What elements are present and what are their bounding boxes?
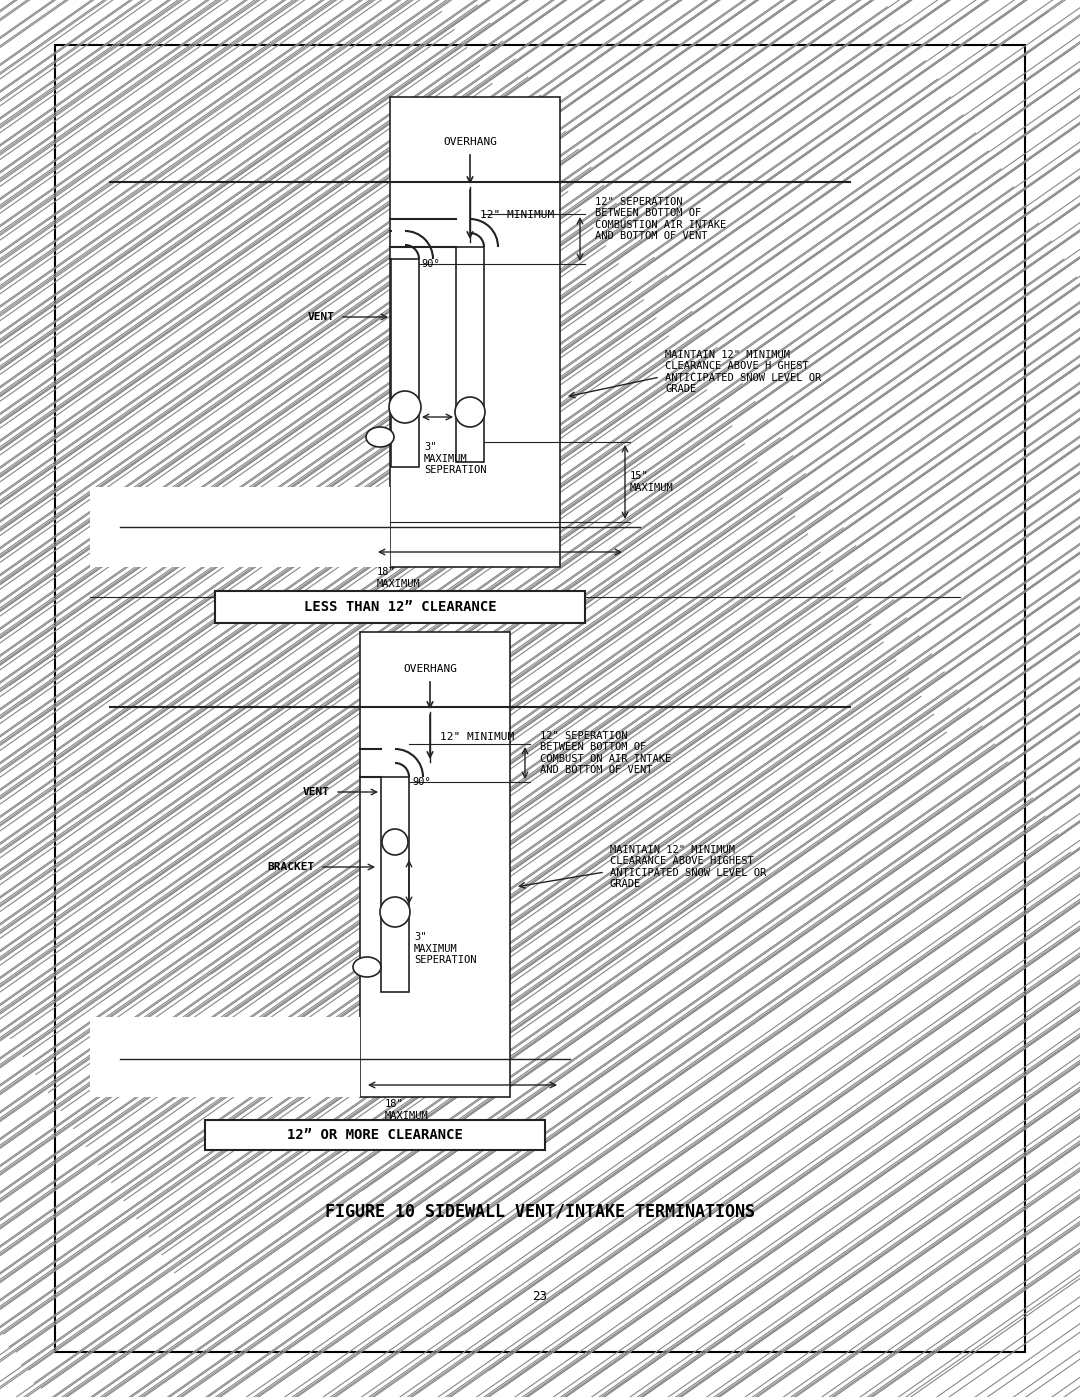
Circle shape (455, 397, 485, 427)
Text: VENT: VENT (303, 787, 330, 798)
Text: FIGURE 10 SIDEWALL VENT/INTAKE TERMINATIONS: FIGURE 10 SIDEWALL VENT/INTAKE TERMINATI… (325, 1203, 755, 1221)
Text: 90°: 90° (421, 258, 440, 270)
Text: 12" MINIMUM: 12" MINIMUM (480, 210, 554, 219)
Text: MAINTAIN 12" MINIMUM
CLEARANCE ABOVE HIGHEST
ANTICIPATED SNOW LEVEL OR
GRADE: MAINTAIN 12" MINIMUM CLEARANCE ABOVE HIG… (610, 845, 766, 890)
Text: 18"
MAXIMUM: 18" MAXIMUM (384, 1099, 429, 1120)
Ellipse shape (353, 957, 381, 977)
Text: 18"
MAXIMUM: 18" MAXIMUM (377, 567, 421, 588)
Bar (456, 247, 484, 462)
Bar (205, 1120, 545, 1150)
Text: VENT: VENT (308, 312, 335, 321)
Text: 90°: 90° (411, 777, 431, 787)
Text: BRACKET: BRACKET (268, 862, 315, 872)
Text: 3"
MAXIMUM
SEPERATION: 3" MAXIMUM SEPERATION (414, 932, 476, 965)
Bar (360, 631, 510, 1097)
Ellipse shape (366, 427, 394, 447)
Text: 12” OR MORE CLEARANCE: 12” OR MORE CLEARANCE (287, 1127, 463, 1141)
Text: 23: 23 (532, 1291, 548, 1303)
Bar (391, 258, 419, 467)
Text: 15"
MAXIMUM: 15" MAXIMUM (630, 471, 674, 493)
Circle shape (389, 391, 421, 423)
Text: 3"
MAXIMUM
SEPERATION: 3" MAXIMUM SEPERATION (424, 441, 486, 475)
Text: OVERHANG: OVERHANG (403, 664, 457, 673)
Text: OVERHANG: OVERHANG (443, 137, 497, 147)
Text: 12" SEPERATION
BETWEEN BOTTOM OF
COMBUSTION AIR INTAKE
AND BOTTOM OF VENT: 12" SEPERATION BETWEEN BOTTOM OF COMBUST… (595, 197, 726, 242)
Text: LESS THAN 12” CLEARANCE: LESS THAN 12” CLEARANCE (303, 599, 497, 615)
Bar (90, 488, 390, 567)
Text: MAINTAIN 12" MINIMUM
CLEARANCE ABOVE H GHEST
ANTICIPATED SNOW LEVEL OR
GRADE: MAINTAIN 12" MINIMUM CLEARANCE ABOVE H G… (665, 349, 821, 394)
Text: 12" MINIMUM: 12" MINIMUM (440, 732, 514, 742)
Bar (390, 96, 561, 567)
Circle shape (382, 828, 408, 855)
Circle shape (380, 897, 410, 928)
Bar (90, 1017, 360, 1097)
Bar (381, 777, 409, 992)
Text: 12" SEPERATION
BETWEEN BOTTOM OF
COMBUST ON AIR INTAKE
AND BOTTOM OF VENT: 12" SEPERATION BETWEEN BOTTOM OF COMBUST… (540, 731, 672, 775)
Bar (55, 45, 1025, 1352)
Bar (215, 591, 585, 623)
